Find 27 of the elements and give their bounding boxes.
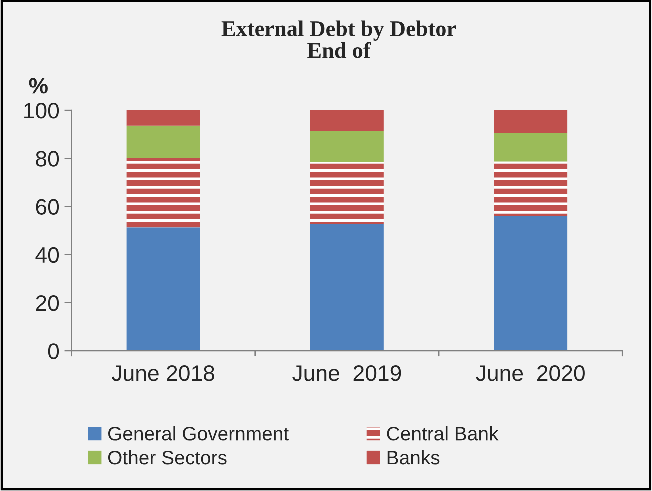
x-tick-label: June 2020	[476, 366, 585, 382]
bar	[494, 110, 568, 134]
legend-label: Central Bank	[387, 426, 499, 441]
bar	[494, 162, 568, 216]
y-tick-label: 40	[36, 247, 60, 264]
x-tick-label: June 2019	[292, 366, 402, 382]
x-tick-label: June 2018	[112, 366, 214, 382]
bar	[310, 224, 384, 352]
y-tick-label: 100	[24, 103, 60, 119]
legend-label: Banks	[388, 450, 440, 465]
chart-title: External Debt by Debtor End of	[222, 20, 456, 58]
bar	[310, 131, 384, 162]
legend-label: Other Sectors	[108, 450, 227, 465]
bar	[126, 158, 200, 228]
bar	[126, 110, 200, 126]
bar	[126, 126, 200, 158]
y-tick-label: 60	[36, 199, 60, 215]
y-tick-label: 0	[48, 344, 60, 360]
bar	[310, 162, 384, 224]
y-axis-title: %	[29, 78, 48, 94]
y-tick-label: 20	[36, 295, 60, 312]
legend-label: General Government	[108, 426, 289, 441]
bar	[494, 133, 568, 162]
bar	[310, 110, 384, 132]
y-tick-label: 80	[36, 151, 60, 167]
bar	[126, 228, 200, 352]
bar	[494, 216, 568, 352]
